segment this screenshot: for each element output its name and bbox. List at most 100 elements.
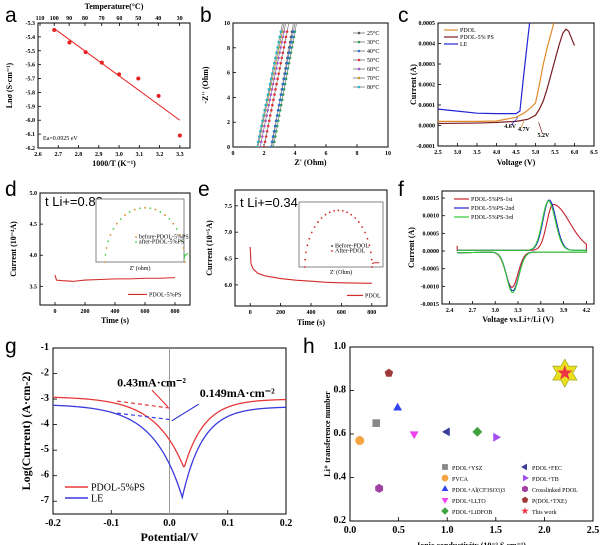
- inset-point-e: [364, 231, 366, 234]
- data-point-b: [266, 93, 270, 96]
- data-point-b: [257, 135, 261, 138]
- y-tick-label-d: 3.5: [30, 284, 38, 290]
- data-point-b: [264, 103, 267, 107]
- legend-label-f: PDOL-5%PS-1st: [471, 197, 513, 203]
- inset-legend-marker-d: [135, 241, 137, 243]
- x-tick-label-a: 3.1: [136, 152, 144, 158]
- legend-label-h: PDOL+FEC: [532, 466, 562, 472]
- data-point-b: [260, 124, 263, 128]
- inset-point-e: [306, 244, 309, 247]
- data-point-b: [265, 98, 269, 102]
- top-tick-label-a: 50: [135, 16, 141, 22]
- y-tick-label-b: 0: [227, 145, 230, 151]
- inset-point-d: [138, 207, 141, 210]
- inset-point-d: [133, 208, 136, 211]
- chart-b: 0 2 4 6 8 10 0 2 4 6 8 10 Z' (Ohm) -Z'' (Ohm) 25°C 30°C…: [201, 21, 391, 167]
- data-point-b: [266, 124, 270, 128]
- inset-point-e: [346, 211, 348, 214]
- data-point-b: [274, 56, 277, 60]
- inset-legend-marker-e: [331, 250, 333, 252]
- x-tick-label-d: 600: [141, 309, 150, 315]
- x-tick-label-a: 3.2: [156, 152, 164, 158]
- annotation-c: 4.6V: [504, 124, 517, 130]
- inset-point-e: [324, 213, 327, 216]
- x-tick-label-e: 800: [367, 310, 376, 316]
- legend-label-b: 70°C: [367, 75, 379, 82]
- y-tick-label-c: 0.0003: [419, 62, 436, 68]
- x-tick-label-a: 2.6: [34, 152, 42, 158]
- x-tick-label-h: 0.0: [344, 525, 357, 536]
- inset-point-e: [370, 258, 373, 261]
- plot-frame-b: [232, 22, 389, 148]
- x-tick-label-c: 6.5: [590, 150, 598, 156]
- data-point-b: [281, 51, 285, 54]
- inset-point-d: [144, 206, 146, 209]
- inset-xlabel-e: Z' (Ohm): [330, 269, 352, 276]
- data-point-b: [277, 103, 281, 107]
- legend-marker-b: [357, 31, 361, 35]
- data-point-b: [264, 119, 267, 123]
- data-point-a: [52, 27, 57, 32]
- inset-point-e: [366, 237, 369, 240]
- data-point-a: [136, 76, 141, 81]
- data-point-b: [282, 88, 286, 91]
- data-point-b: [268, 82, 272, 86]
- data-point-b: [283, 40, 287, 44]
- annotation-c: 4.7V: [518, 127, 531, 133]
- inset-point-d: [149, 207, 152, 210]
- legend-label-h: PDOL+TB: [532, 477, 559, 483]
- series-line-d: [54, 274, 176, 282]
- inset-point-e: [317, 221, 319, 223]
- data-point-b: [255, 145, 259, 147]
- y-tick-label-g: -4: [41, 419, 49, 430]
- chart-d: 0 200 400 600 800 5.0 4.5 4.0 3.5 Time (s) Current…: [9, 191, 191, 325]
- inset-point-e: [341, 209, 344, 212]
- annotation-arrow-c: [520, 121, 525, 129]
- data-point-b: [267, 119, 271, 123]
- data-point-b: [284, 77, 288, 81]
- legend-label-h: PDOL+YSZ: [452, 466, 483, 472]
- inset-xlabel-d: Z' (ohm): [130, 265, 151, 272]
- x-tick-label-g: 0.0: [163, 518, 176, 529]
- y-tick-label-c: -0.0001: [417, 144, 436, 150]
- x-tick-label-g: -0.1: [103, 518, 119, 529]
- inset-point-d: [115, 222, 118, 225]
- data-point-b: [278, 98, 282, 102]
- x-tick-label-f: 3.9: [560, 308, 568, 314]
- x-tick-label-f: 2.7: [469, 308, 477, 314]
- series-line-e: [249, 246, 372, 284]
- data-point-b: [279, 103, 283, 107]
- data-point-h: [442, 427, 450, 437]
- data-point-b: [273, 135, 277, 138]
- inset-point-e: [368, 244, 371, 247]
- y-tick-label-f: 0.0010: [423, 214, 440, 220]
- y-axis-title-g: Log(Current) (A·cm-2): [19, 372, 33, 491]
- top-axis-title-a: Temperature(°C): [85, 2, 144, 11]
- top-tick-label-a: 90: [66, 16, 72, 22]
- data-point-b: [269, 77, 273, 81]
- y-tick-label-c: 0.0002: [419, 83, 436, 89]
- inset-point-e: [350, 213, 353, 216]
- x-tick-label-b: 10: [385, 151, 391, 157]
- data-point-h: [472, 426, 483, 437]
- y-tick-label-d: 5.0: [30, 191, 38, 197]
- annotation-ea: Ea=0.0925 eV: [43, 136, 78, 142]
- panel-label-g: g: [5, 335, 17, 358]
- data-point-h: [493, 432, 501, 442]
- inset-point-e: [313, 226, 316, 228]
- y-tick-label-e: 6.0: [225, 283, 233, 289]
- x-tick-label-f: 3.0: [491, 308, 499, 314]
- inset-legend-label-d: before-PDOL-5%PS: [139, 234, 189, 241]
- y-tick-label-f: -0.0005: [421, 267, 440, 273]
- inset-point-d: [109, 234, 112, 236]
- top-tick-label-a: 40: [155, 16, 161, 22]
- series-line-c: [438, 28, 576, 125]
- data-point-b: [287, 61, 291, 65]
- transference-annotation-e: t Li+=0.34: [240, 195, 298, 210]
- x-tick-label-e: 400: [307, 310, 316, 316]
- y-tick-label-h: 1.0: [334, 341, 347, 352]
- data-point-a: [177, 133, 182, 138]
- data-point-b: [274, 88, 277, 91]
- data-point-b: [278, 35, 282, 39]
- inset-point-e: [303, 266, 306, 268]
